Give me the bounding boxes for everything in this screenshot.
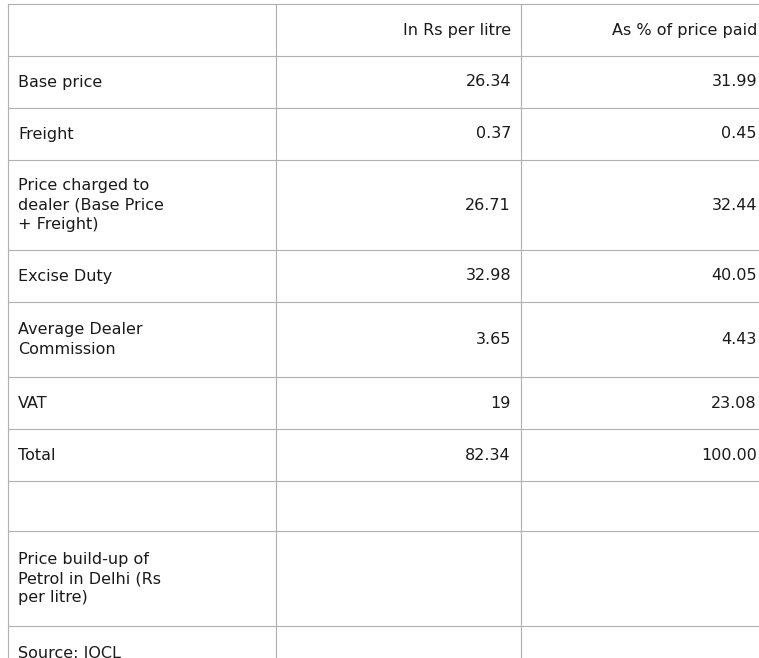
Text: In Rs per litre: In Rs per litre (403, 22, 511, 38)
Text: 19: 19 (490, 395, 511, 411)
Text: As % of price paid: As % of price paid (612, 22, 757, 38)
Text: 26.71: 26.71 (465, 197, 511, 213)
Text: 0.37: 0.37 (476, 126, 511, 141)
Text: 32.44: 32.44 (711, 197, 757, 213)
Text: Base price: Base price (18, 74, 102, 89)
Text: Price build-up of
Petrol in Delhi (Rs
per litre): Price build-up of Petrol in Delhi (Rs pe… (18, 552, 161, 605)
Text: 23.08: 23.08 (711, 395, 757, 411)
Text: VAT: VAT (18, 395, 48, 411)
Text: 4.43: 4.43 (722, 332, 757, 347)
Text: 26.34: 26.34 (465, 74, 511, 89)
Text: Price charged to
dealer (Base Price
+ Freight): Price charged to dealer (Base Price + Fr… (18, 178, 164, 232)
Text: Freight: Freight (18, 126, 74, 141)
Text: 3.65: 3.65 (476, 332, 511, 347)
Text: Average Dealer
Commission: Average Dealer Commission (18, 322, 143, 357)
Text: 32.98: 32.98 (465, 268, 511, 284)
Text: 82.34: 82.34 (465, 447, 511, 463)
Text: 100.00: 100.00 (701, 447, 757, 463)
Text: 40.05: 40.05 (711, 268, 757, 284)
Text: Excise Duty: Excise Duty (18, 268, 112, 284)
Text: 31.99: 31.99 (711, 74, 757, 89)
Text: Total: Total (18, 447, 55, 463)
Text: 0.45: 0.45 (722, 126, 757, 141)
Text: Source: IOCL: Source: IOCL (18, 646, 121, 658)
